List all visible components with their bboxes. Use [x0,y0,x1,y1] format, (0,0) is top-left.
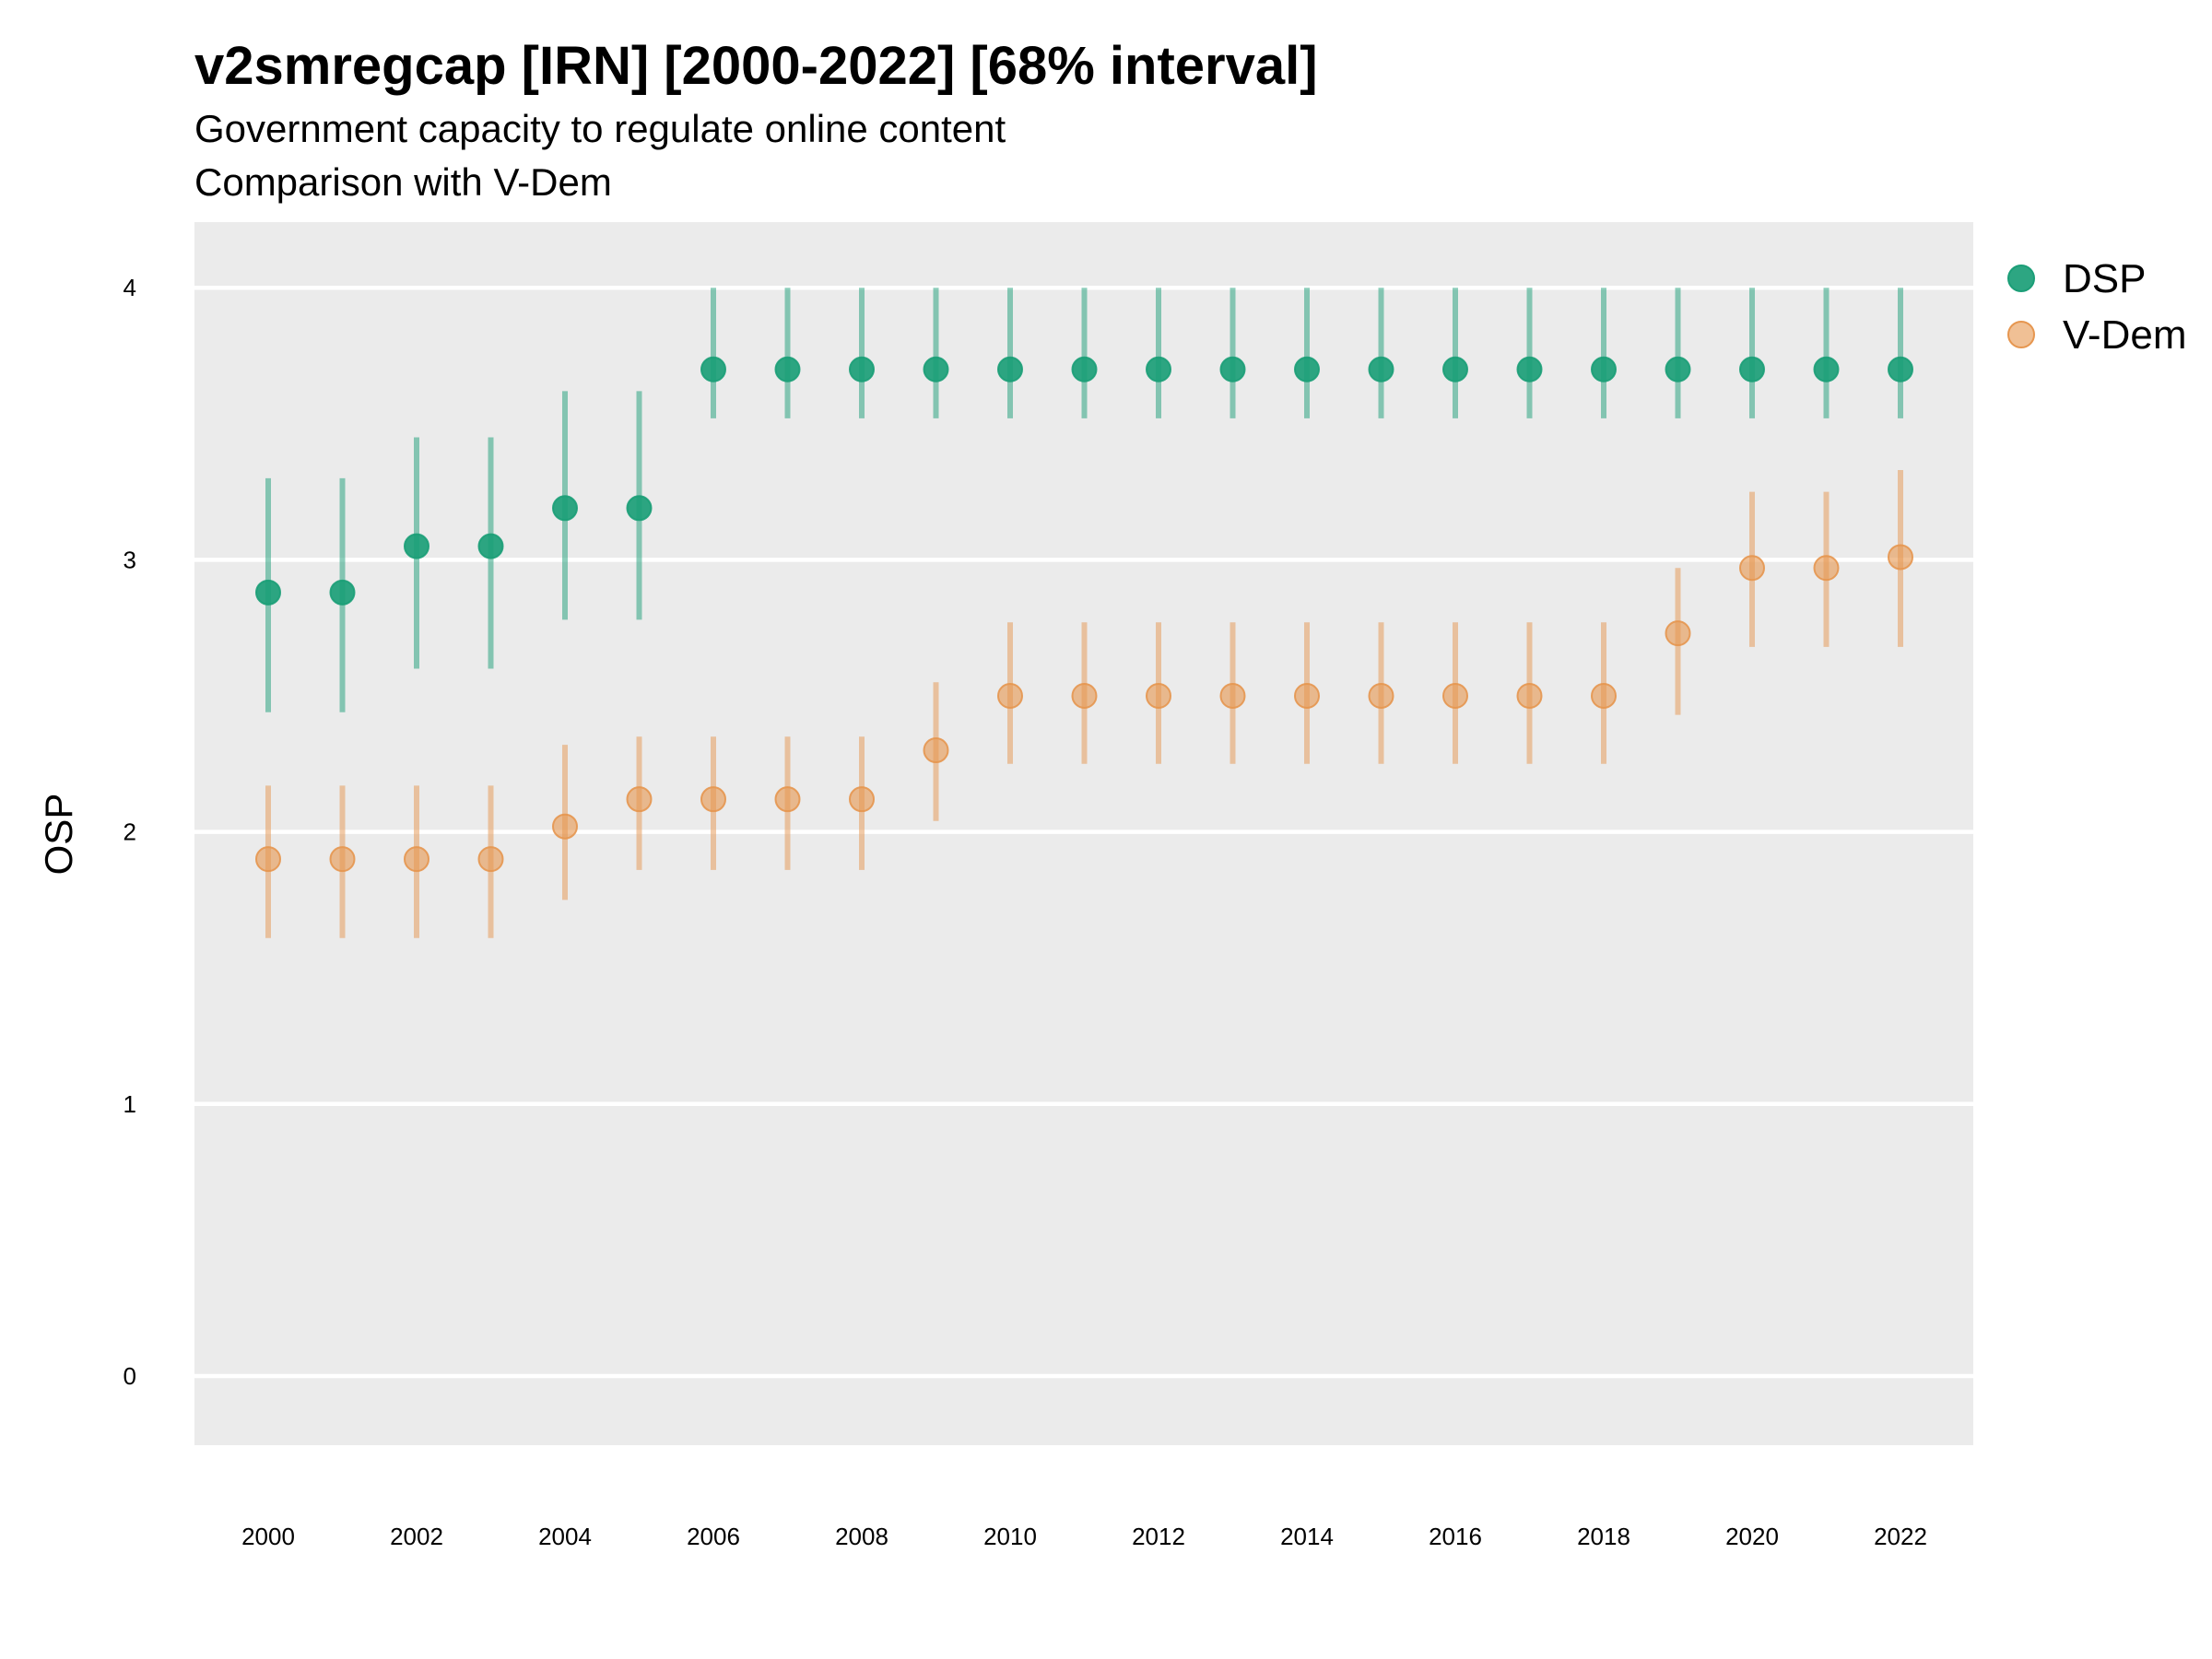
point-2011 [1071,683,1098,709]
point-2022 [1888,356,1913,382]
series-dsp [255,288,1913,712]
point-2009 [923,356,949,382]
point-2021 [1813,356,1840,382]
point-2014 [1294,356,1320,382]
x-tick-label: 2020 [1725,1523,1779,1550]
y-tick-label: 3 [124,546,136,573]
point-2000 [255,579,281,606]
legend: DSP V-Dem [2007,256,2186,358]
point-2000 [255,846,281,873]
point-2022 [1888,544,1913,571]
point-2002 [404,533,429,559]
point-2004 [552,813,578,840]
point-2017 [1516,356,1543,382]
y-tick-labels: 0 1 2 3 4 [124,274,136,1390]
x-tick-label: 2022 [1874,1523,1927,1550]
chart-subtitle: Government capacity to regulate online c… [194,107,1006,150]
x-tick-labels: 2000 2002 2004 2006 2008 2010 2012 2014 2016 2018… [241,1523,1927,1550]
point-2006 [700,786,726,813]
point-2011 [1071,356,1098,382]
point-2020 [1739,356,1765,382]
point-2002 [404,846,429,873]
legend-key-dsp [2007,265,2035,292]
point-2001 [329,579,356,606]
series-marks [255,288,1913,938]
point-2017 [1516,683,1543,709]
point-2012 [1146,356,1171,382]
y-tick-label: 2 [124,818,136,846]
y-tick-label: 0 [124,1362,136,1390]
point-2008 [849,786,875,813]
point-2016 [1442,356,1468,382]
point-2012 [1146,683,1171,709]
x-tick-label: 2000 [241,1523,295,1550]
y-tick-label: 1 [124,1090,136,1118]
x-tick-label: 2014 [1280,1523,1334,1550]
point-2018 [1591,683,1617,709]
point-2019 [1665,620,1691,647]
point-2005 [626,495,653,522]
point-2003 [477,533,504,559]
chart-title: v2smregcap [IRN] [2000-2022] [68% interv… [194,36,1318,96]
legend-label: DSP [2063,256,2146,301]
point-2010 [997,683,1023,709]
x-tick-label: 2008 [835,1523,888,1550]
point-2005 [626,786,653,813]
point-2020 [1739,555,1765,582]
x-tick-label: 2006 [687,1523,740,1550]
x-tick-label: 2002 [390,1523,443,1550]
point-2007 [774,786,801,813]
series-v-dem [255,469,1913,938]
y-axis-label: OSP [37,794,80,876]
y-tick-label: 4 [124,274,136,301]
point-2001 [329,846,356,873]
point-2014 [1294,683,1320,709]
point-2003 [477,846,504,873]
legend-key-vdem [2007,321,2035,348]
point-2010 [997,356,1023,382]
point-2019 [1665,356,1691,382]
x-tick-label: 2018 [1577,1523,1630,1550]
point-2016 [1442,683,1468,709]
legend-label: V-Dem [2063,312,2186,358]
point-2021 [1813,555,1840,582]
x-tick-label: 2010 [983,1523,1037,1550]
point-2008 [849,356,875,382]
x-tick-label: 2012 [1132,1523,1185,1550]
point-2015 [1368,356,1394,382]
x-tick-label: 2016 [1429,1523,1482,1550]
point-2006 [700,356,726,382]
point-2004 [552,495,578,522]
point-2018 [1591,356,1617,382]
x-tick-label: 2004 [538,1523,592,1550]
point-2007 [774,356,801,382]
point-2015 [1368,683,1394,709]
point-2009 [923,737,949,764]
chart-subtitle-comparison: Comparison with V-Dem [194,160,612,204]
point-2013 [1219,683,1246,709]
point-2013 [1219,356,1246,382]
